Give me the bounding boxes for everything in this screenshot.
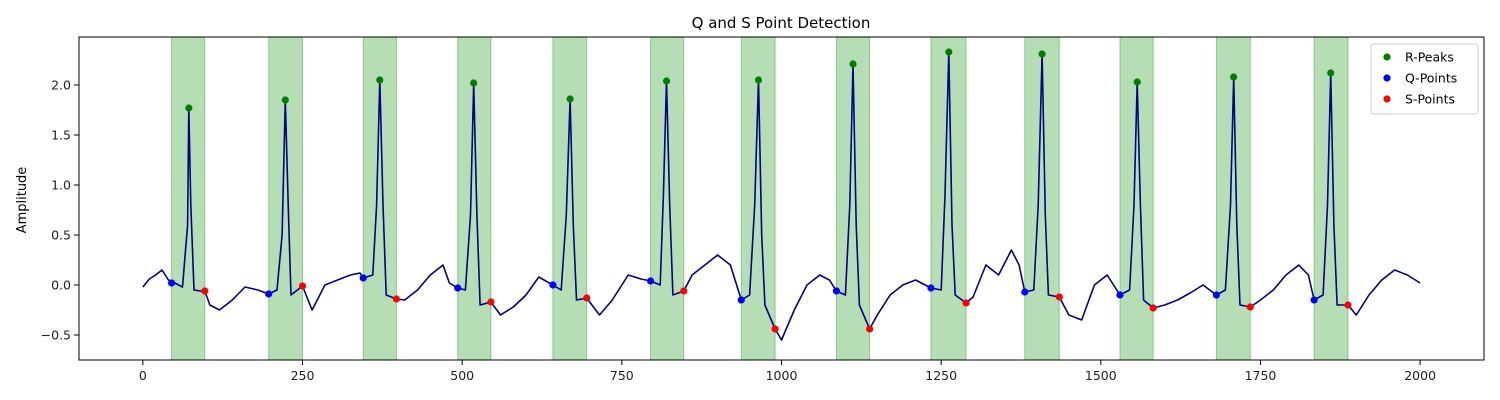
r-peak-marker (754, 76, 763, 84)
r-peak-marker (1133, 78, 1141, 86)
s-point-marker (771, 325, 779, 333)
s-point-marker (583, 294, 591, 302)
y-axis: −0.5 0.0 0.5 1.0 1.5 2.0 (41, 78, 79, 343)
r-peak-marker (281, 96, 289, 104)
x-tick-label: 1500 (1085, 368, 1117, 383)
y-tick-label: −0.5 (41, 328, 71, 343)
q-point-marker (549, 281, 557, 289)
x-tick-label: 1750 (1245, 368, 1277, 383)
r-peak-marker (849, 60, 857, 68)
s-point-marker (392, 295, 401, 303)
q-point-marker (646, 277, 655, 285)
x-tick-label: 500 (450, 368, 474, 383)
x-tick-label: 0 (139, 368, 147, 383)
chart-title: Q and S Point Detection (692, 14, 871, 32)
legend-box (1370, 43, 1479, 115)
s-point-marker (298, 282, 307, 290)
s-point-marker (1149, 304, 1157, 312)
x-tick-label: 750 (610, 368, 634, 383)
r-peak-marker (1038, 50, 1046, 58)
q-point-marker (1310, 296, 1318, 304)
q-point-marker (359, 274, 367, 282)
r-peak-marker (945, 48, 953, 56)
s-point-marker (1344, 301, 1352, 309)
legend-q-points-label: Q-Points (1405, 71, 1457, 86)
s-point-marker (487, 298, 495, 306)
q-point-marker (454, 284, 462, 292)
q-point-marker (1021, 288, 1029, 296)
x-axis: 0 250 500 750 1000 1250 1500 1750 2000 (139, 360, 1436, 383)
legend-q-points-marker (1383, 74, 1391, 82)
y-tick-label: 2.0 (51, 78, 71, 93)
s-point-marker (962, 299, 970, 307)
y-tick-label: 1.0 (51, 178, 71, 193)
r-peak-marker (1230, 73, 1238, 81)
r-peak-marker (662, 77, 671, 85)
r-peak-marker (566, 95, 574, 103)
legend-r-peaks-marker (1383, 53, 1391, 61)
q-point-marker (927, 284, 935, 292)
y-tick-label: 0.5 (51, 228, 71, 243)
r-peak-marker (185, 104, 193, 112)
r-peak-marker (470, 79, 478, 87)
r-peak-marker (1327, 69, 1335, 77)
s-point-marker (1246, 303, 1254, 311)
q-point-marker (1212, 291, 1221, 299)
legend-s-points-label: S-Points (1405, 92, 1455, 107)
qrs-band (650, 36, 685, 361)
s-point-marker (866, 325, 874, 333)
q-point-marker (168, 279, 176, 287)
x-tick-label: 2000 (1404, 368, 1436, 383)
legend-s-points-marker (1383, 95, 1391, 103)
s-point-marker (680, 287, 688, 295)
q-point-marker (265, 290, 273, 298)
y-tick-label: 1.5 (51, 128, 71, 143)
legend: R-Peaks Q-Points S-Points (1370, 43, 1479, 115)
s-point-marker (201, 287, 209, 295)
x-tick-label: 1000 (766, 368, 798, 383)
x-tick-label: 1250 (925, 368, 957, 383)
q-point-marker (832, 287, 841, 295)
legend-r-peaks-label: R-Peaks (1405, 50, 1454, 65)
q-point-marker (1116, 291, 1124, 299)
q-point-marker (737, 296, 745, 304)
detected-points (168, 48, 1352, 333)
qrs-bands (171, 36, 1349, 361)
r-peak-marker (376, 76, 384, 84)
s-point-marker (1055, 293, 1063, 301)
y-axis-label: Amplitude (15, 167, 30, 234)
qrs-band (268, 36, 304, 361)
x-tick-label: 250 (291, 368, 315, 383)
qrs-band (552, 36, 588, 361)
y-tick-label: 0.0 (51, 278, 71, 293)
